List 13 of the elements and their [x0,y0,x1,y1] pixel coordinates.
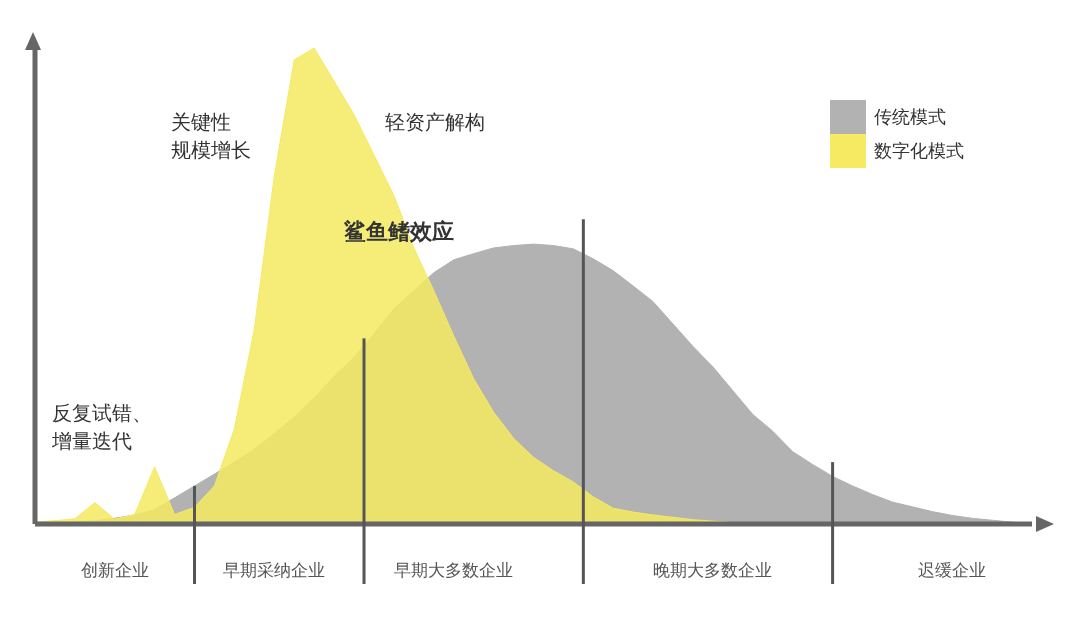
x-tick-label: 创新企业 [80,560,149,581]
x-tick-label: 早期大多数企业 [394,560,514,581]
annotation: 反复试错、 [52,401,152,425]
annotation: 规模增长 [171,138,251,162]
x-tick-label: 早期采纳企业 [223,560,326,581]
annotation: 增量迭代 [51,429,132,453]
annotation: 轻资产解构 [385,110,485,134]
annotation: 鲨鱼鳍效应 [343,219,454,244]
x-tick-label: 晚期大多数企业 [653,560,773,581]
legend-label: 传统模式 [874,105,946,129]
x-tick-label: 迟缓企业 [918,560,987,581]
legend-label: 数字化模式 [874,139,964,163]
annotation: 关键性 [171,110,231,134]
